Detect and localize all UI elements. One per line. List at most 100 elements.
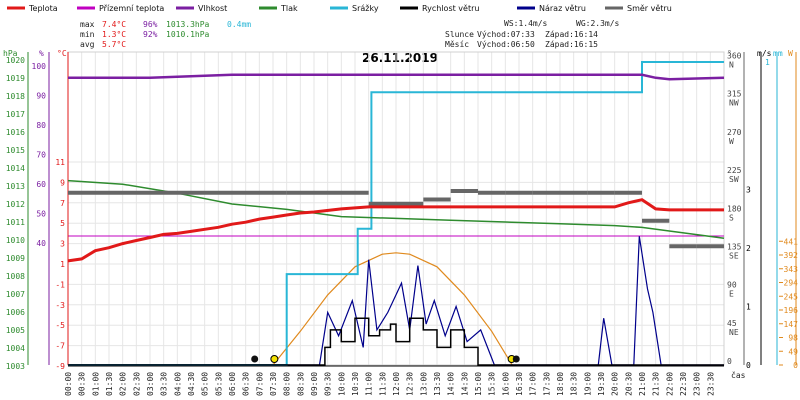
series-wind-speed <box>68 317 724 366</box>
hpa-tick-1019: 1019 <box>6 74 25 83</box>
x-tick-13: 06:30 <box>242 372 251 396</box>
x-tick-29: 14:30 <box>460 372 469 396</box>
hpa-tick-1017: 1017 <box>6 110 25 119</box>
x-tick-14: 07:00 <box>255 372 264 396</box>
x-tick-3: 01:30 <box>105 372 114 396</box>
dir-name-135: SE <box>729 251 739 260</box>
axis-mm-label: mm <box>773 49 783 58</box>
dir-tick-90: 90 <box>727 281 737 290</box>
ms-tick-1: 1 <box>746 303 751 312</box>
w-tick-147: 147 <box>784 320 799 329</box>
dir-name-315: NW <box>729 99 739 108</box>
temp-tick--5: -5 <box>55 321 65 330</box>
x-tick-20: 10:00 <box>337 372 346 396</box>
legend-label-4: Srážky <box>352 4 379 13</box>
dir-tick-45: 45 <box>727 319 737 328</box>
hpa-tick-1008: 1008 <box>6 272 25 281</box>
x-tick-31: 15:30 <box>488 372 497 396</box>
x-tick-45: 22:30 <box>679 372 688 396</box>
wind-speed-text: WS:1.4m/s <box>504 19 548 28</box>
dir-name-180: S <box>729 213 734 222</box>
dir-name-360: N <box>729 61 734 70</box>
dir-name-90: E <box>729 290 734 299</box>
temp-tick-3: 3 <box>60 240 65 249</box>
x-tick-15: 07:30 <box>269 372 278 396</box>
x-tick-24: 12:00 <box>392 372 401 396</box>
hpa-tick-1011: 1011 <box>6 218 25 227</box>
stat-min-press: 1010.1hPa <box>166 30 210 39</box>
x-tick-26: 13:00 <box>419 372 428 396</box>
x-tick-18: 09:00 <box>310 372 319 396</box>
axis-hpa-label: hPa <box>3 49 18 58</box>
hpa-tick-1006: 1006 <box>6 308 25 317</box>
x-tick-28: 14:00 <box>447 372 456 396</box>
dir-name-270: W <box>729 137 734 146</box>
hpa-tick-1004: 1004 <box>6 344 25 353</box>
axis-w-label: W <box>788 49 793 58</box>
pct-tick-50: 50 <box>36 210 46 219</box>
x-tick-44: 22:00 <box>665 372 674 396</box>
w-tick-98: 98 <box>788 334 798 343</box>
axis-dir-label: ° <box>727 49 732 58</box>
stat-avg-label: avg <box>80 40 95 49</box>
temp-tick--7: -7 <box>55 342 65 351</box>
legend-label-7: Směr větru <box>627 4 672 13</box>
temp-tick--9: -9 <box>55 362 65 371</box>
x-tick-6: 03:00 <box>146 372 155 396</box>
pct-tick-100: 100 <box>32 62 47 71</box>
x-tick-16: 08:00 <box>283 372 292 396</box>
legend-label-1: Přízemní teplota <box>99 4 164 13</box>
x-tick-2: 01:00 <box>91 372 100 396</box>
series-pressure <box>67 179 725 239</box>
hpa-tick-1009: 1009 <box>6 254 25 263</box>
hpa-tick-1016: 1016 <box>6 128 25 137</box>
x-tick-46: 23:00 <box>693 372 702 396</box>
legend-label-2: Vlhkost <box>198 4 227 13</box>
hpa-tick-1005: 1005 <box>6 326 25 335</box>
stat-min-hum: 92% <box>143 30 158 39</box>
hpa-tick-1012: 1012 <box>6 200 25 209</box>
stat-max-label: max <box>80 20 95 29</box>
axis-pct-label: % <box>39 49 44 58</box>
w-tick-441: 441 <box>784 237 799 246</box>
legend-label-5: Rychlost větru <box>422 4 479 13</box>
w-tick-294: 294 <box>784 279 799 288</box>
x-tick-41: 20:30 <box>624 372 633 396</box>
pct-tick-90: 90 <box>36 92 46 101</box>
legend-label-0: Teplota <box>28 4 58 13</box>
temp-tick-7: 7 <box>60 199 65 208</box>
legend: Teplota Přízemní teplota Vlhkost Tlak Srážky… <box>7 4 672 13</box>
x-tick-43: 21:30 <box>652 372 661 396</box>
w-tick-343: 343 <box>784 265 799 274</box>
x-tick-10: 05:00 <box>201 372 210 396</box>
hpa-tick-1020: 1020 <box>6 56 25 65</box>
stat-max-hum: 96% <box>143 20 158 29</box>
moon-set: Západ:16:15 <box>545 40 598 49</box>
x-tick-7: 03:30 <box>160 372 169 396</box>
x-tick-12: 06:00 <box>228 372 237 396</box>
stat-avg-temp: 5.7°C <box>102 40 126 49</box>
pct-tick-60: 60 <box>36 180 46 189</box>
temp-tick-1: 1 <box>60 260 65 269</box>
dir-tick-225: 225 <box>727 166 742 175</box>
x-tick-5: 02:30 <box>132 372 141 396</box>
dir-tick-315: 315 <box>727 90 742 99</box>
moon-rise: Východ:06:50 <box>477 40 535 49</box>
dir-tick-270: 270 <box>727 128 742 137</box>
dir-tick-180: 180 <box>727 204 742 213</box>
ms-tick-2: 2 <box>746 244 751 253</box>
sun-label: Slunce <box>445 30 474 39</box>
temp-tick--1: -1 <box>55 280 65 289</box>
x-tick-21: 10:30 <box>351 372 360 396</box>
x-tick-36: 18:00 <box>556 372 565 396</box>
temp-tick-11: 11 <box>55 158 65 167</box>
hpa-tick-1014: 1014 <box>6 164 25 173</box>
series-sunshine <box>272 252 513 366</box>
moonrise-marker <box>251 355 259 363</box>
x-tick-27: 13:30 <box>433 372 442 396</box>
w-tick-245: 245 <box>784 292 799 301</box>
legend-label-6: Náraz větru <box>539 4 586 13</box>
pct-tick-70: 70 <box>36 151 46 160</box>
pct-tick-80: 80 <box>36 121 46 130</box>
